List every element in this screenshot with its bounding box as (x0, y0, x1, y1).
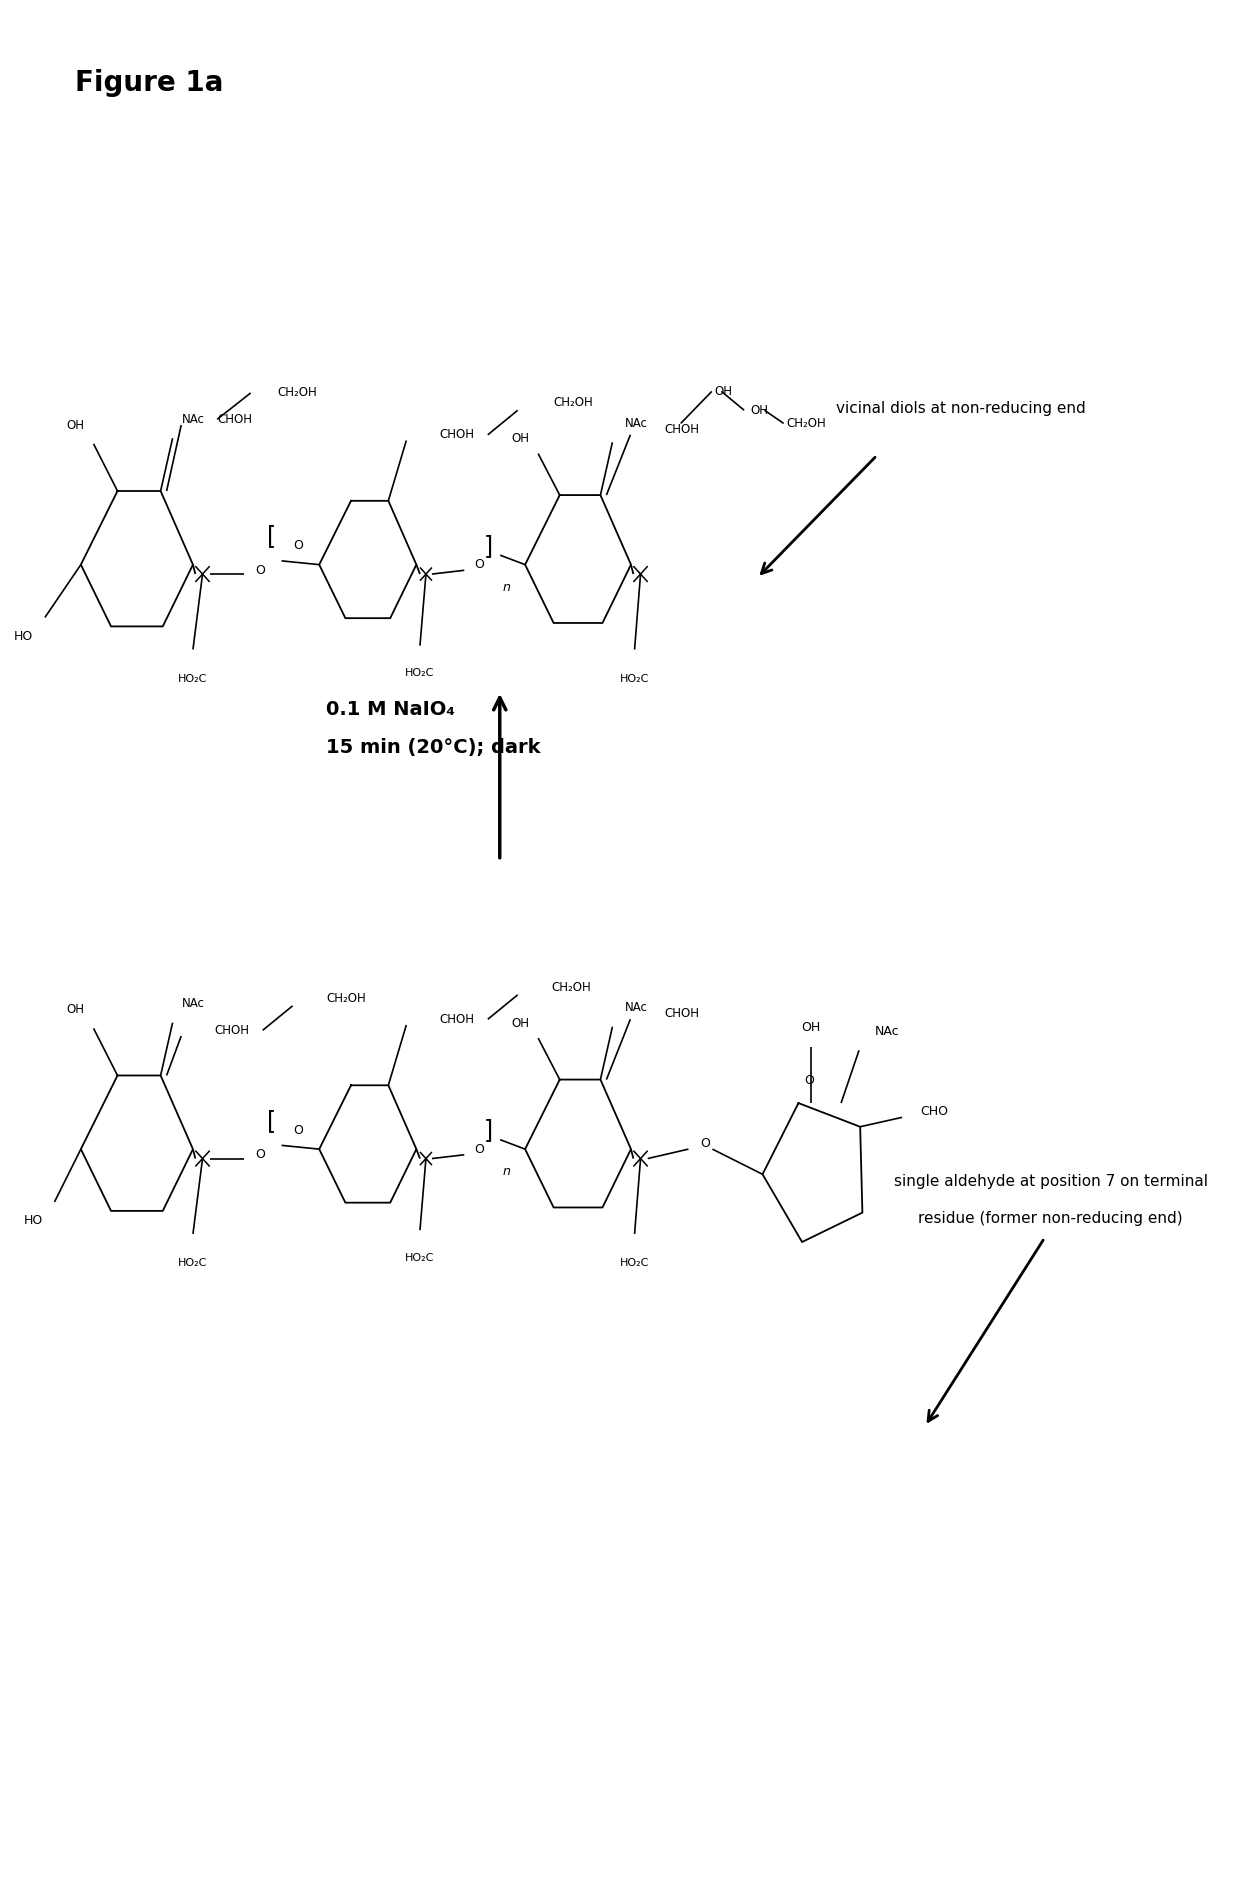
Text: [: [ (268, 524, 277, 548)
Text: OH: OH (66, 418, 84, 431)
Text: Figure 1a: Figure 1a (74, 68, 223, 96)
Text: [: [ (268, 1108, 277, 1133)
Text: OH: OH (66, 1002, 84, 1015)
Text: 15 min (20°C); dark: 15 min (20°C); dark (326, 737, 541, 756)
Text: n: n (502, 1165, 511, 1178)
Text: O: O (294, 539, 304, 552)
Text: ]: ] (484, 533, 492, 558)
Text: HO₂C: HO₂C (405, 1254, 435, 1263)
Text: NAc: NAc (874, 1025, 899, 1038)
Text: HO₂C: HO₂C (179, 673, 207, 685)
Text: CHOH: CHOH (217, 412, 252, 425)
Text: n: n (502, 581, 511, 594)
Text: CH₂OH: CH₂OH (326, 991, 366, 1004)
Text: O: O (474, 1142, 484, 1155)
Text: O: O (474, 558, 484, 571)
Text: HO₂C: HO₂C (179, 1259, 207, 1269)
Text: OH: OH (512, 431, 529, 444)
Text: O: O (294, 1123, 304, 1136)
Text: OH: OH (512, 1017, 529, 1029)
Text: CHOH: CHOH (663, 422, 699, 435)
Text: OH: OH (714, 386, 732, 397)
Text: NAc: NAc (625, 1002, 647, 1014)
Text: vicinal diols at non-reducing end: vicinal diols at non-reducing end (836, 401, 1086, 416)
Text: CH₂OH: CH₂OH (553, 397, 594, 408)
Text: HO: HO (14, 630, 33, 643)
Text: O: O (255, 1148, 265, 1161)
Text: O: O (805, 1074, 815, 1087)
Text: CH₂OH: CH₂OH (552, 981, 591, 995)
Text: residue (former non-reducing end): residue (former non-reducing end) (919, 1212, 1183, 1227)
Text: O: O (255, 564, 265, 577)
Text: CH₂OH: CH₂OH (786, 416, 826, 429)
Text: NAc: NAc (625, 416, 647, 429)
Text: CHOH: CHOH (440, 1014, 475, 1025)
Text: NAc: NAc (182, 412, 205, 425)
Text: CHO: CHO (920, 1104, 949, 1118)
Text: NAc: NAc (182, 997, 205, 1010)
Text: OH: OH (750, 405, 768, 416)
Text: HO₂C: HO₂C (620, 673, 650, 685)
Text: 0.1 M NaIO₄: 0.1 M NaIO₄ (326, 700, 455, 719)
Text: HO₂C: HO₂C (620, 1259, 650, 1269)
Text: OH: OH (801, 1021, 821, 1034)
Text: CHOH: CHOH (663, 1008, 699, 1019)
Text: CHOH: CHOH (440, 429, 475, 441)
Text: CHOH: CHOH (215, 1023, 249, 1036)
Text: HO₂C: HO₂C (405, 668, 435, 679)
Text: ]: ] (484, 1118, 492, 1142)
Text: CH₂OH: CH₂OH (277, 386, 316, 399)
Text: HO: HO (24, 1214, 42, 1227)
Text: single aldehyde at position 7 on terminal: single aldehyde at position 7 on termina… (894, 1174, 1208, 1189)
Text: O: O (701, 1136, 711, 1150)
